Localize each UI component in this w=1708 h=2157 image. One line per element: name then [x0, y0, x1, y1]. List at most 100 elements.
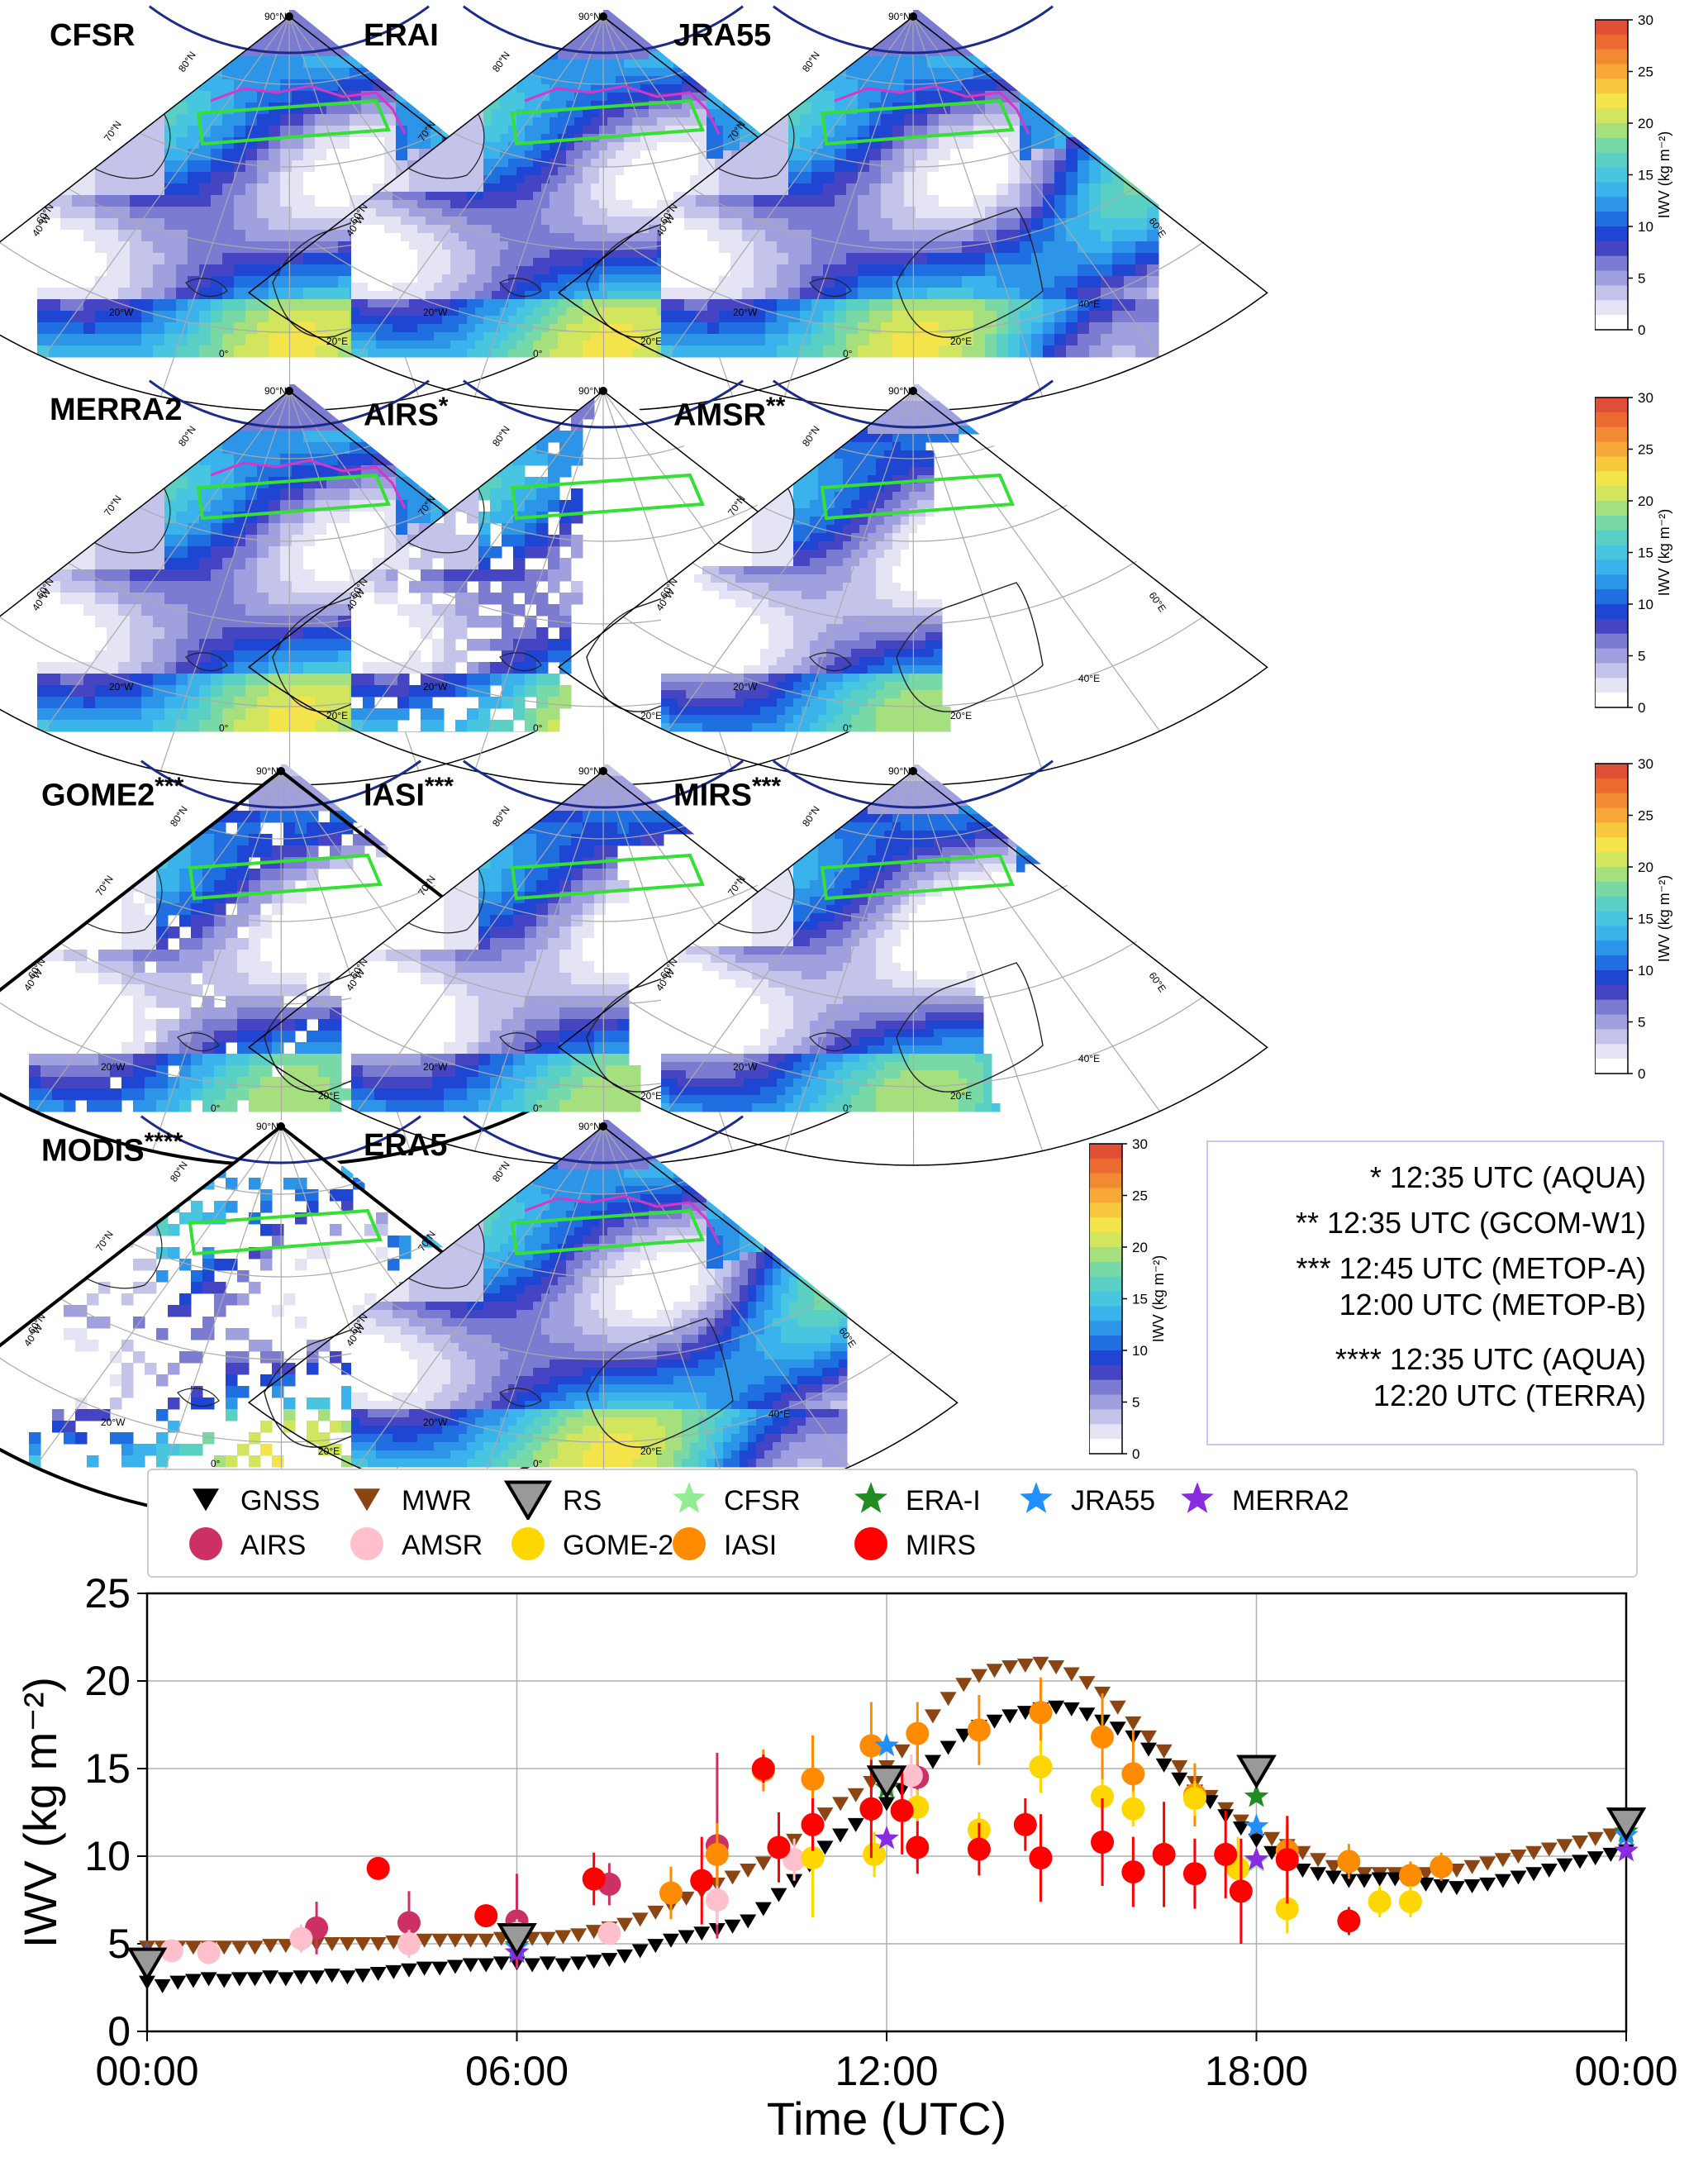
data-point-gome-2 — [1029, 1755, 1053, 1778]
lat-label-70-n: 70°N — [416, 1229, 438, 1254]
colorbar-swatch — [1595, 456, 1628, 472]
data-point-rs — [497, 1923, 537, 1958]
colorbar-swatch — [1595, 426, 1628, 443]
legend-marker-mirs — [854, 1527, 887, 1560]
legend-marker-iasi — [673, 1527, 706, 1560]
xtick-label: 18:00 — [1205, 2048, 1308, 2094]
legend-label: ERA-I — [906, 1485, 981, 1517]
panel-title-amsr: AMSR** — [673, 393, 785, 434]
lat-label-80-n: 80°N — [800, 50, 822, 74]
study-region-box — [188, 1208, 383, 1256]
colorbar-swatch — [1595, 93, 1628, 109]
ytick-label: 10 — [84, 1833, 131, 1879]
colorbar-swatch — [1089, 1291, 1122, 1307]
data-point-mwr — [1602, 1828, 1620, 1843]
lon-label-0: 0° — [843, 722, 853, 734]
panel-overpass-marker: **** — [144, 1128, 183, 1155]
data-point-mwr — [1125, 1716, 1142, 1731]
legend-item-amsr: AMSR — [331, 1523, 496, 1564]
sea-ice-edge — [524, 84, 721, 135]
data-point-mwr — [262, 1939, 279, 1954]
data-point-mwr — [1310, 1853, 1327, 1868]
data-point-amsr — [899, 1764, 923, 1788]
legend-symbol — [511, 1527, 545, 1560]
colorbar-scale: 0 5 10 15 20 25 30 IWV (kg m⁻²) — [1594, 756, 1672, 1082]
sea-ice-edge — [834, 84, 1030, 135]
lon-label-20-e: 20°E — [326, 336, 348, 347]
colorbar-tick-0: 0 — [1132, 1446, 1139, 1462]
lat-label-90-n: 90°N — [578, 11, 601, 22]
data-point-mwr — [354, 1937, 372, 1951]
lon-label-20-e: 20°E — [640, 710, 662, 721]
x-axis-label: Time (UTC) — [767, 2093, 1006, 2145]
colorbar-swatch — [1089, 1247, 1122, 1263]
panel-title-gome2: GOME2*** — [41, 773, 183, 814]
y-axis-label: IWV (kg m⁻²) — [14, 1677, 66, 1948]
lon-label-0: 0° — [533, 1102, 543, 1114]
data-point-mwr — [1171, 1759, 1188, 1774]
data-point-mirs — [1182, 1862, 1206, 1886]
north-pole-marker — [599, 767, 607, 775]
data-point-gnss — [1016, 1706, 1034, 1721]
colorbar-tick-15: 15 — [1638, 912, 1653, 927]
data-point-gnss — [400, 1963, 417, 1978]
legend-item-gnss: GNSS — [169, 1478, 335, 1520]
colorbar-swatch — [1595, 486, 1628, 502]
data-point-gnss — [1433, 1879, 1450, 1894]
arctic-boundary-line — [148, 5, 430, 55]
colorbar-swatch — [1595, 970, 1628, 986]
lon-label-20-w: 20°W — [423, 681, 448, 693]
legend-marker-airs — [189, 1527, 222, 1560]
colorbar-tick-5: 5 — [1638, 1015, 1645, 1031]
legend-marker-gnss — [193, 1488, 219, 1512]
north-pole-marker — [909, 12, 917, 21]
map-amsr: 90°N80°N70°N60°N40°W20°W0°20°E40°E60°E — [557, 379, 1268, 786]
data-point-gnss — [678, 1930, 695, 1945]
data-point-merra2 — [874, 1826, 899, 1850]
data-point-gnss — [1155, 1758, 1173, 1773]
panel-name: MIRS — [673, 778, 752, 813]
data-point-gnss — [631, 1944, 649, 1959]
lon-label-20-e: 20°E — [950, 710, 972, 721]
north-pole-marker — [599, 387, 607, 395]
note-airs: * 12:35 UTC (AQUA) — [1369, 1160, 1646, 1194]
panel-name: ERAI — [364, 18, 439, 53]
lat-label-90-n: 90°N — [578, 385, 601, 397]
sea-ice-edge — [524, 1194, 721, 1245]
data-point-mwr — [1494, 1853, 1511, 1868]
map-frame — [557, 770, 1268, 1166]
iwv-field — [597, 764, 1229, 1166]
lat-label-70-n: 70°N — [726, 493, 748, 518]
lon-label-20-e: 20°E — [640, 336, 662, 347]
data-point-gnss — [446, 1959, 464, 1974]
lat-label-90-n: 90°N — [256, 765, 278, 777]
sea-ice-edge — [210, 459, 407, 509]
colorbar-tick-25: 25 — [1132, 1188, 1148, 1204]
data-point-gnss — [1510, 1870, 1527, 1885]
colorbar-tick-15: 15 — [1638, 545, 1653, 561]
colorbar-swatch — [1089, 1394, 1122, 1410]
data-point-gnss — [416, 1961, 433, 1976]
colorbar-swatch — [1595, 412, 1628, 428]
data-point-mirs — [366, 1856, 390, 1880]
colorbar-tick-20: 20 — [1638, 493, 1653, 509]
data-point-gome-2 — [1368, 1890, 1392, 1914]
data-point-iasi — [1337, 1850, 1361, 1874]
data-point-amsr — [705, 1888, 729, 1912]
legend-label: CFSR — [724, 1485, 801, 1517]
panel-title-jra55: JRA55 — [673, 18, 771, 54]
data-point-gnss — [1602, 1847, 1620, 1862]
legend-symbol — [354, 1488, 380, 1512]
data-point-mirs — [1275, 1848, 1299, 1872]
data-point-mwr — [724, 1870, 741, 1885]
data-point-gnss — [231, 1972, 248, 1987]
legend-marker-cfsr — [673, 1482, 706, 1513]
ytick-label: 20 — [84, 1658, 131, 1704]
data-point-gnss — [462, 1958, 479, 1973]
legend-marker-rs — [503, 1480, 553, 1520]
legend-item-mwr: MWR — [331, 1478, 496, 1520]
colorbar-tick-0: 0 — [1638, 700, 1645, 716]
ytick-label: 0 — [107, 2008, 131, 2055]
colorbar-swatch — [1595, 1014, 1628, 1030]
data-point-amsr — [597, 1921, 621, 1945]
